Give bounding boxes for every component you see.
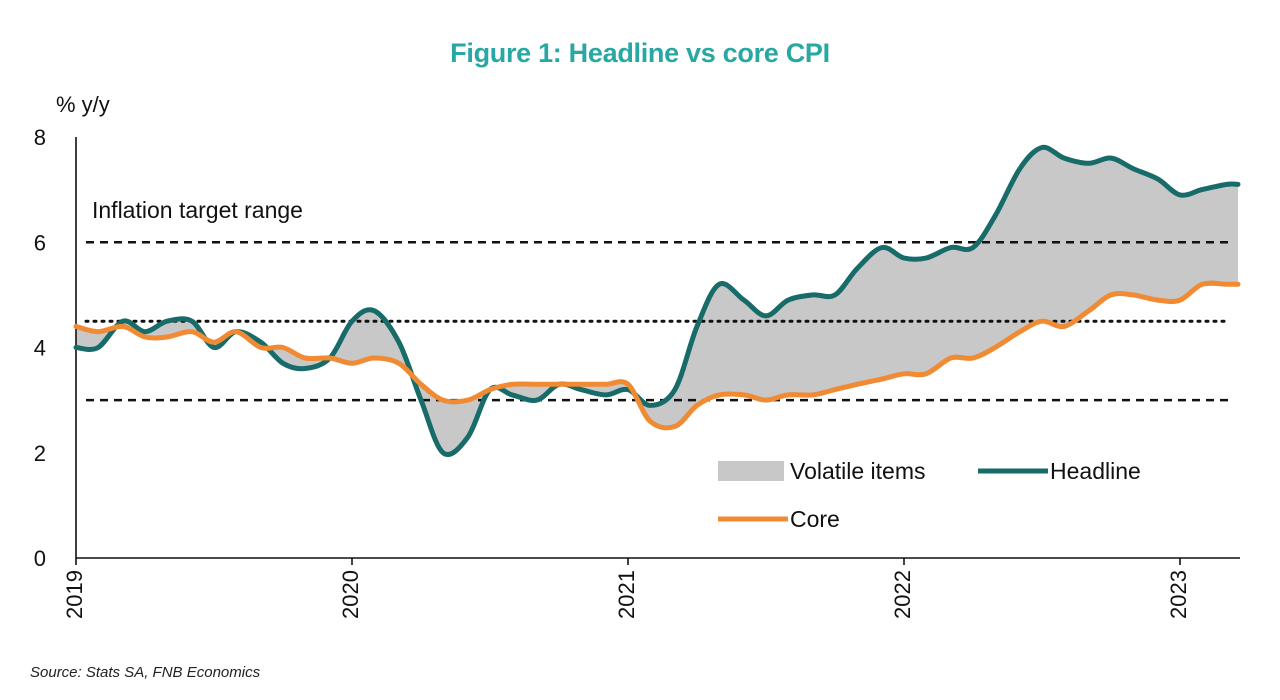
y-axis-label: % y/y — [56, 92, 110, 117]
x-tick-label: 2019 — [62, 570, 87, 619]
inflation-target-annotation: Inflation target range — [92, 197, 303, 223]
source-note: Source: Stats SA, FNB Economics — [30, 664, 261, 681]
y-tick-label: 2 — [34, 441, 46, 466]
legend-label-volatile-items: Volatile items — [790, 458, 926, 484]
chart-title: Figure 1: Headline vs core CPI — [450, 38, 830, 68]
y-tick-label: 8 — [34, 125, 46, 150]
legend: Volatile items Headline Core — [718, 458, 1141, 532]
y-tick-label: 4 — [34, 336, 46, 361]
legend-label-core: Core — [790, 506, 840, 532]
legend-swatch-volatile-items — [718, 461, 784, 481]
series-lines-layer — [73, 144, 1241, 457]
volatile-items-area-layer — [76, 147, 1238, 455]
axes-layer: 0 2 4 6 8 2019 2020 2021 2022 2023 — [34, 125, 1240, 619]
headline-series-line — [73, 144, 1241, 457]
x-tick-label: 2022 — [890, 570, 915, 619]
x-tick-label: 2020 — [338, 570, 363, 619]
x-tick-label: 2023 — [1166, 570, 1191, 619]
x-tick-label: 2021 — [614, 570, 639, 619]
y-tick-label: 0 — [34, 546, 46, 571]
legend-label-headline: Headline — [1050, 458, 1141, 484]
volatile-items-area — [76, 147, 1238, 455]
core-series-line — [73, 280, 1241, 431]
y-tick-label: 6 — [34, 230, 46, 255]
